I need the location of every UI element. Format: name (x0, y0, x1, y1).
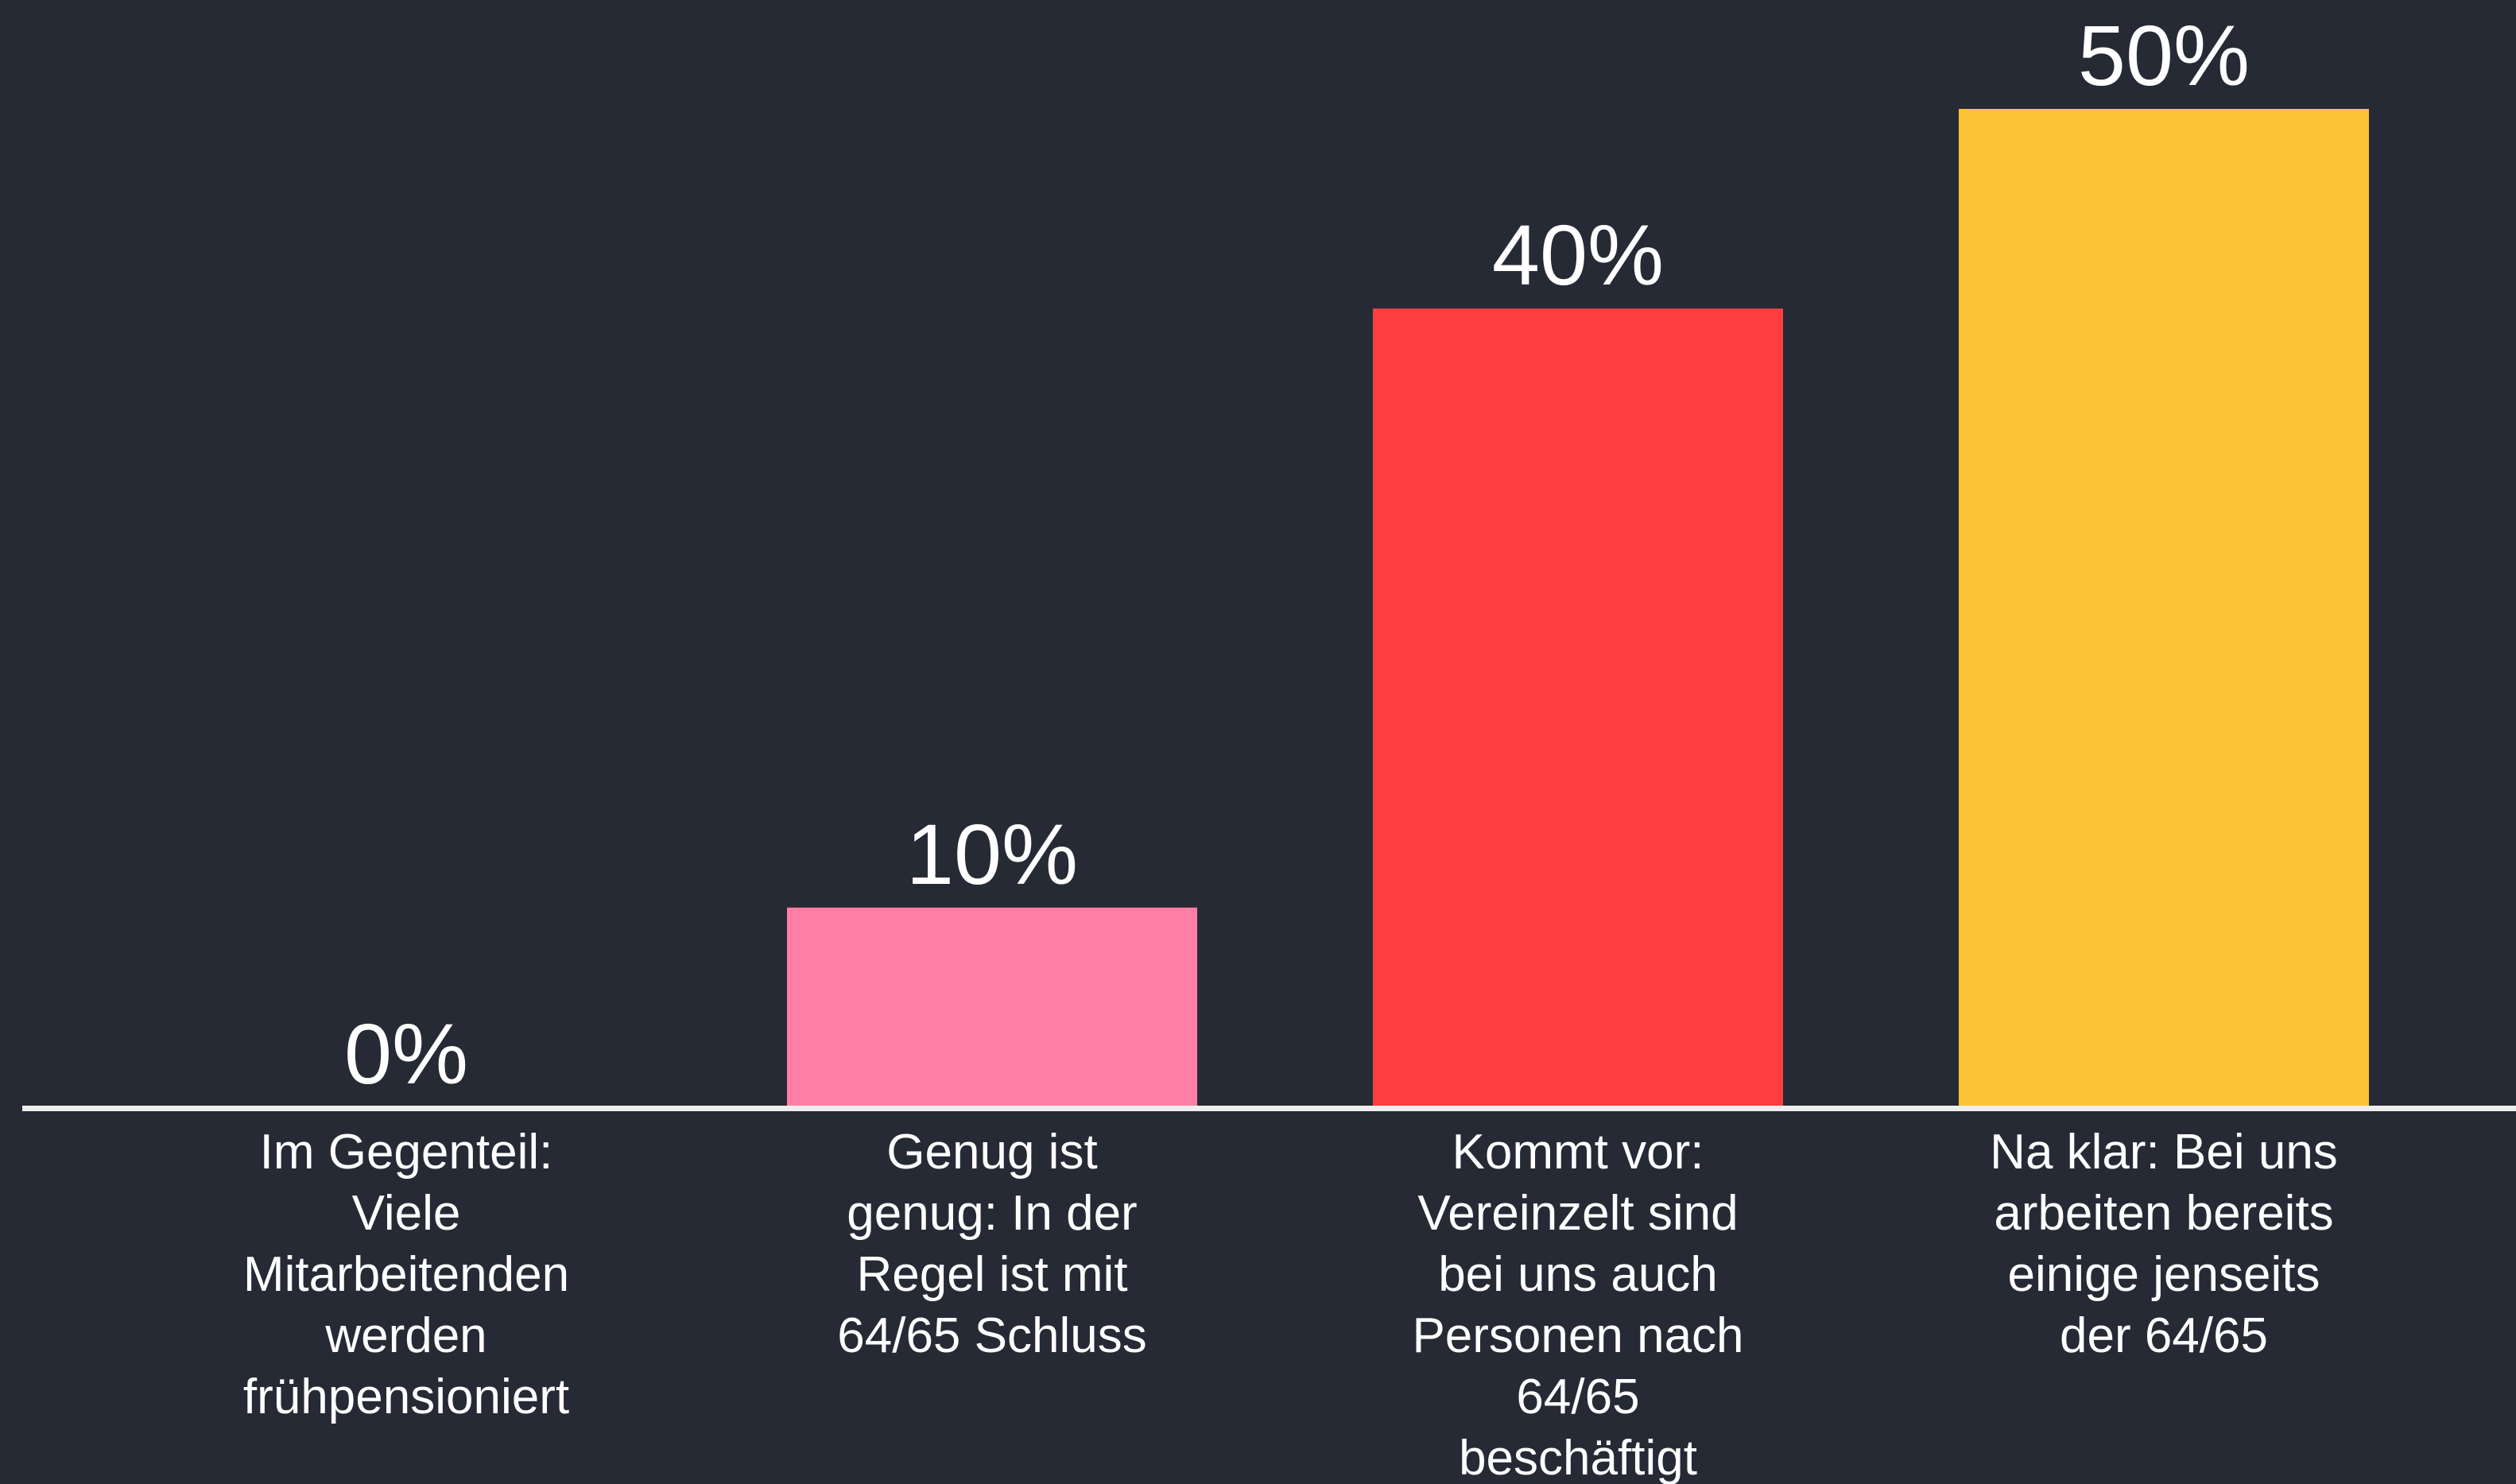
category-label: Kommt vor: (1452, 1125, 1704, 1180)
category-label: Personen nach (1412, 1308, 1743, 1363)
axis-line (22, 1106, 2516, 1111)
category-label: Mitarbeitenden (243, 1247, 569, 1302)
value-label: 50% (2078, 7, 2250, 103)
category-label: einige jenseits (2008, 1247, 2320, 1302)
category-label: werden (324, 1308, 487, 1363)
category-label: bei uns auch (1438, 1247, 1718, 1302)
category-label: Na klar: Bei uns (1990, 1125, 2338, 1180)
category-label: frühpensioniert (243, 1370, 569, 1424)
category-label: Viele (352, 1186, 461, 1241)
category-label: genug: In der (847, 1186, 1137, 1241)
bar (1373, 308, 1783, 1107)
category-label: beschäftigt (1459, 1431, 1697, 1484)
category-label: Im Gegenteil: (260, 1125, 553, 1180)
category-label: 64/65 (1516, 1370, 1639, 1424)
category-label: der 64/65 (2060, 1308, 2268, 1363)
value-label: 10% (906, 806, 1078, 902)
category-label: Vereinzelt sind (1417, 1186, 1738, 1241)
category-label: 64/65 Schluss (837, 1308, 1146, 1363)
value-label: 0% (344, 1005, 468, 1102)
category-label: Regel ist mit (856, 1247, 1127, 1302)
category-label: Genug ist (886, 1125, 1097, 1180)
bar (787, 907, 1197, 1107)
category-label: arbeiten bereits (1994, 1186, 2333, 1241)
bar (1959, 109, 2369, 1107)
value-label: 40% (1492, 207, 1664, 303)
